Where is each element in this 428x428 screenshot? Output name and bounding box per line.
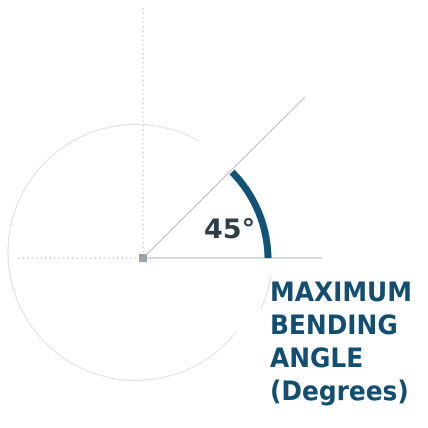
reference-circle-fragment [260, 274, 272, 310]
caption-line-3: ANGLE [270, 343, 364, 374]
reference-circle-arc [7, 123, 238, 381]
vertex-marker [139, 254, 147, 262]
bending-angle-caption: MAXIMUM BENDING ANGLE (Degrees) [270, 276, 412, 408]
angle-line-45-degrees [142, 96, 306, 259]
caption-line-1: MAXIMUM [270, 277, 412, 308]
caption-line-4: (Degrees) [270, 376, 409, 407]
caption-line-2: BENDING [270, 310, 398, 341]
angle-value-label: 45° [204, 214, 255, 245]
bending-angle-arc [229, 169, 272, 259]
